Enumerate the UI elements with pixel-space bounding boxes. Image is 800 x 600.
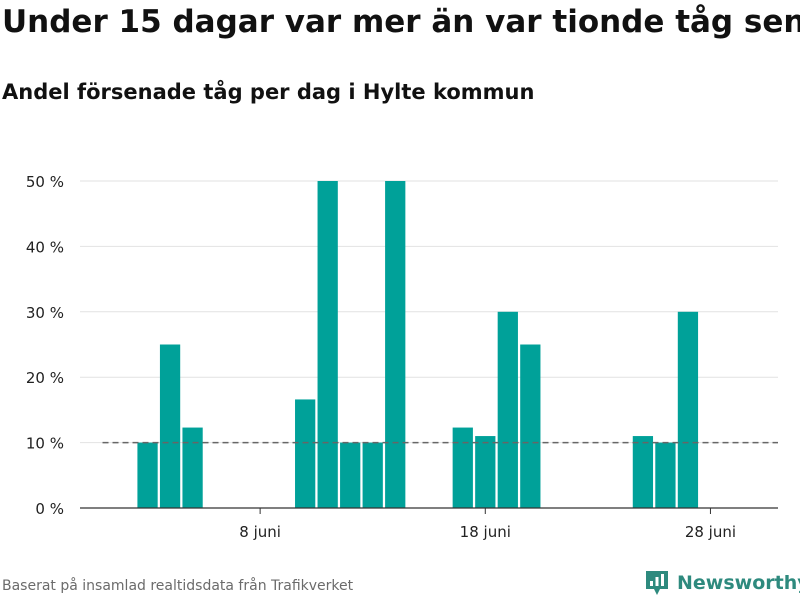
chart-title: Under 15 dagar var mer än var tionde tåg… — [2, 4, 800, 40]
bar — [475, 436, 496, 508]
bar — [497, 311, 518, 508]
bar — [137, 442, 158, 508]
bars — [137, 181, 699, 508]
bar — [385, 181, 406, 508]
chart-subtitle: Andel försenade tåg per dag i Hylte komm… — [2, 80, 535, 104]
y-tick-label: 10 % — [26, 435, 64, 453]
bar — [295, 399, 316, 508]
x-tick-label: 8 juni — [239, 523, 281, 541]
y-tick-label: 20 % — [26, 369, 64, 387]
x-tick-label: 28 juni — [685, 523, 736, 541]
brand-name: Newsworthy — [677, 572, 800, 594]
bar — [655, 442, 676, 508]
y-axis-tick-labels: 0 % 10 % 20 % 30 % 40 % 50 % — [26, 173, 64, 518]
y-tick-label: 50 % — [26, 173, 64, 191]
bar — [340, 442, 361, 508]
newsworthy-logo-icon — [646, 571, 668, 595]
source-note: Baserat på insamlad realtidsdata från Tr… — [2, 578, 354, 594]
bar-chart: 0 % 10 % 20 % 30 % 40 % 50 % 8 juni 18 juni 28 … — [26, 173, 778, 541]
bar — [182, 427, 203, 508]
x-tick-label: 18 juni — [460, 523, 511, 541]
x-axis — [80, 507, 778, 514]
bar — [520, 344, 541, 508]
y-tick-label: 0 % — [35, 500, 64, 518]
bar — [317, 181, 338, 508]
bar — [452, 427, 473, 508]
y-tick-label: 40 % — [26, 238, 64, 256]
x-axis-tick-labels: 8 juni 18 juni 28 juni — [239, 523, 736, 541]
brand-logo: Newsworthy — [644, 569, 800, 597]
bar — [159, 344, 181, 508]
y-tick-label: 30 % — [26, 304, 64, 322]
bar — [677, 311, 699, 508]
gridlines — [80, 180, 778, 444]
bar — [632, 436, 654, 508]
bar — [362, 442, 383, 508]
